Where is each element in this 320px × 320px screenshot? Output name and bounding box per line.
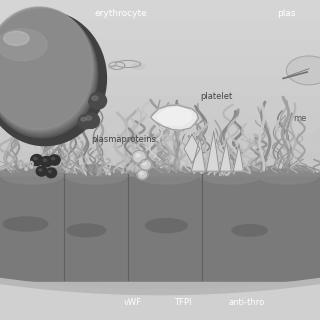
Ellipse shape bbox=[140, 172, 143, 175]
Ellipse shape bbox=[132, 150, 146, 163]
Ellipse shape bbox=[0, 29, 47, 61]
Ellipse shape bbox=[31, 155, 43, 165]
Ellipse shape bbox=[232, 225, 267, 236]
Ellipse shape bbox=[81, 117, 86, 121]
Polygon shape bbox=[132, 63, 145, 69]
Ellipse shape bbox=[0, 8, 95, 133]
Ellipse shape bbox=[49, 155, 60, 165]
Ellipse shape bbox=[48, 170, 52, 173]
Text: platelet: platelet bbox=[200, 92, 232, 100]
Ellipse shape bbox=[198, 165, 262, 184]
Polygon shape bbox=[191, 138, 205, 171]
Text: erythrocyte: erythrocyte bbox=[94, 9, 147, 18]
Ellipse shape bbox=[46, 168, 57, 178]
Text: plasmaproteins: plasmaproteins bbox=[91, 135, 156, 144]
Ellipse shape bbox=[86, 116, 92, 120]
Ellipse shape bbox=[36, 166, 47, 176]
Ellipse shape bbox=[3, 217, 48, 231]
Ellipse shape bbox=[34, 157, 37, 160]
Text: plas: plas bbox=[277, 9, 295, 18]
Ellipse shape bbox=[67, 224, 106, 237]
Ellipse shape bbox=[137, 170, 148, 179]
Ellipse shape bbox=[0, 8, 94, 132]
Polygon shape bbox=[286, 56, 320, 85]
Ellipse shape bbox=[143, 162, 146, 165]
Ellipse shape bbox=[78, 115, 93, 129]
Polygon shape bbox=[116, 60, 140, 68]
Polygon shape bbox=[109, 62, 125, 69]
Ellipse shape bbox=[52, 157, 55, 160]
Text: me: me bbox=[293, 114, 306, 123]
Ellipse shape bbox=[0, 9, 97, 136]
Ellipse shape bbox=[256, 165, 320, 184]
Ellipse shape bbox=[0, 8, 95, 134]
Ellipse shape bbox=[83, 113, 100, 128]
Ellipse shape bbox=[92, 96, 98, 100]
Ellipse shape bbox=[89, 92, 107, 109]
Ellipse shape bbox=[20, 166, 22, 168]
Ellipse shape bbox=[25, 168, 28, 170]
Ellipse shape bbox=[30, 166, 33, 168]
Polygon shape bbox=[184, 134, 200, 163]
Ellipse shape bbox=[41, 156, 52, 167]
Ellipse shape bbox=[0, 10, 98, 138]
Ellipse shape bbox=[134, 165, 198, 184]
Ellipse shape bbox=[64, 165, 128, 184]
Polygon shape bbox=[206, 131, 219, 171]
Ellipse shape bbox=[39, 169, 42, 171]
Ellipse shape bbox=[136, 154, 140, 157]
Ellipse shape bbox=[44, 159, 47, 162]
Text: anti-thro: anti-thro bbox=[228, 298, 265, 307]
Text: vWF: vWF bbox=[124, 298, 142, 307]
Ellipse shape bbox=[0, 10, 98, 138]
Text: TFPI: TFPI bbox=[174, 298, 191, 307]
Ellipse shape bbox=[4, 31, 29, 45]
Polygon shape bbox=[157, 108, 192, 125]
Polygon shape bbox=[220, 141, 231, 171]
Ellipse shape bbox=[0, 11, 107, 146]
Ellipse shape bbox=[140, 159, 152, 170]
Ellipse shape bbox=[0, 7, 92, 129]
Ellipse shape bbox=[0, 9, 96, 135]
Ellipse shape bbox=[146, 219, 187, 233]
Polygon shape bbox=[233, 144, 244, 171]
Ellipse shape bbox=[0, 7, 93, 131]
Ellipse shape bbox=[0, 165, 64, 184]
Polygon shape bbox=[150, 105, 198, 130]
